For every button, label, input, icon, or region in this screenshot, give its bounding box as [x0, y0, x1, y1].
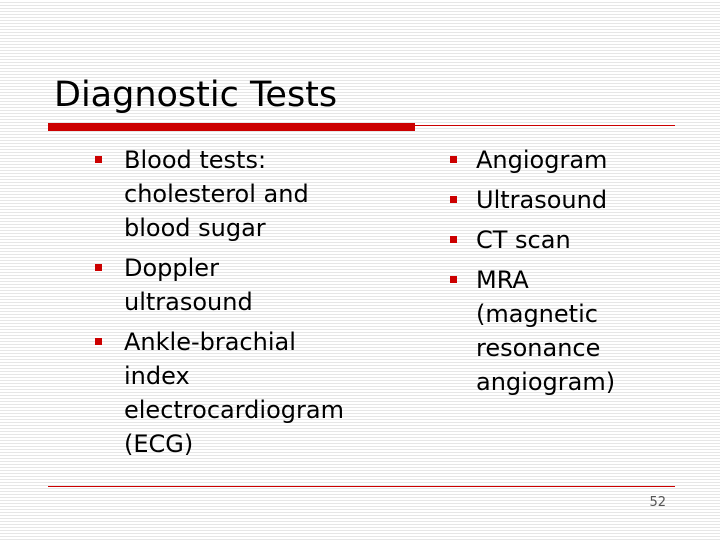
list-item: Doppler ultrasound [95, 251, 394, 319]
list-item-text: CT scan [476, 226, 571, 254]
list-item-text: Angiogram [476, 146, 608, 174]
square-bullet-icon [450, 156, 457, 163]
title-underline-bar [48, 123, 415, 131]
list-item-text: Ultrasound [476, 186, 608, 214]
title-divider-line [415, 125, 675, 126]
square-bullet-icon [95, 264, 102, 271]
list-item: CT scan [450, 223, 676, 257]
right-bullet-list: Angiogram Ultrasound CT scan MRA (magnet… [450, 143, 676, 405]
list-item-text: MRA (magnetic resonance angiogram) [476, 266, 616, 396]
square-bullet-icon [450, 276, 457, 283]
square-bullet-icon [450, 236, 457, 243]
square-bullet-icon [95, 338, 102, 345]
slide-title: Diagnostic Tests [54, 75, 338, 115]
square-bullet-icon [450, 196, 457, 203]
left-bullet-list: Blood tests: cholesterol and blood sugar… [95, 143, 394, 467]
list-item: Ankle-brachial index electrocardiogram (… [95, 325, 394, 461]
list-item: Ultrasound [450, 183, 676, 217]
list-item: Blood tests: cholesterol and blood sugar [95, 143, 394, 245]
list-item-text: Ankle-brachial index electrocardiogram (… [124, 328, 344, 458]
page-number: 52 [649, 495, 666, 510]
list-item: MRA (magnetic resonance angiogram) [450, 263, 676, 399]
list-item-text: Blood tests: cholesterol and blood sugar [124, 146, 309, 242]
footer-divider-line [48, 486, 675, 487]
list-item: Angiogram [450, 143, 676, 177]
square-bullet-icon [95, 156, 102, 163]
list-item-text: Doppler ultrasound [124, 254, 253, 316]
